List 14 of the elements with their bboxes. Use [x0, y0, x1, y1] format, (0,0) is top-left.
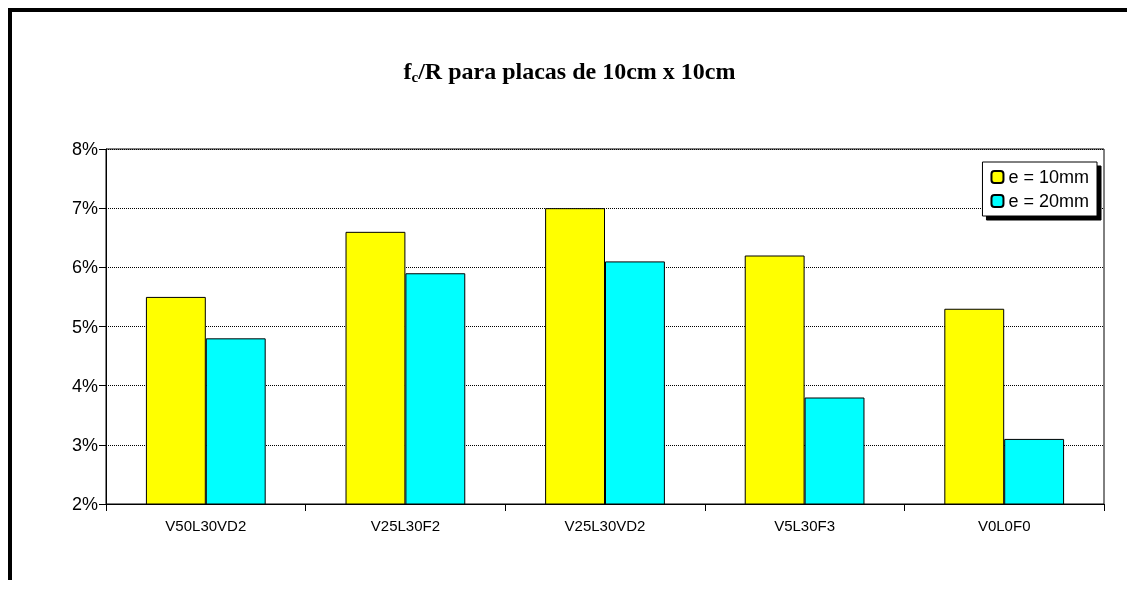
x-tick-label: V25L30F2: [370, 517, 441, 534]
y-tick-label: 6%: [71, 257, 98, 278]
x-tick-label: V25L30VD2: [564, 517, 646, 534]
y-tick-label: 8%: [71, 139, 98, 159]
y-tick-label: 5%: [71, 316, 98, 337]
y-tick-label: 7%: [71, 198, 98, 219]
legend-label: e = 20mm: [1008, 191, 1090, 211]
legend-label: e = 10mm: [1008, 167, 1090, 187]
x-tick-label: V0L0F0: [977, 517, 1031, 534]
y-tick-label: 2%: [71, 494, 98, 514]
y-tick-label: 4%: [71, 375, 98, 396]
y-tick-label: 3%: [71, 434, 98, 455]
x-tick-label: V50L30VD2: [165, 517, 247, 534]
x-tick-label: V5L30F3: [774, 517, 836, 534]
